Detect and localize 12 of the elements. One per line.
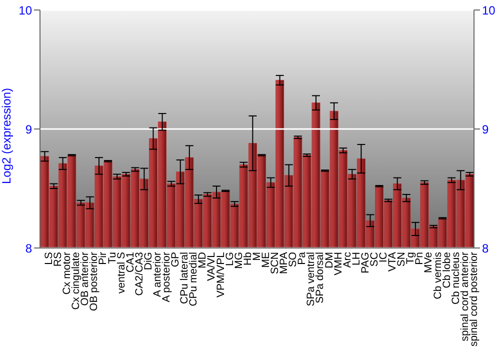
y-axis-title: Log2 (expression) [0,88,14,184]
y2-tick-label: 8 [482,241,489,256]
y2-tick-label: 9 [482,122,489,136]
x-tick-label: A posterior [160,252,173,302]
x-tick-label: MVe [422,252,435,274]
x-tick-label: Tg [404,252,417,264]
y-tick-label: 10 [18,3,32,18]
y-tick-label: 9 [25,122,32,136]
y2-tick-label: 10 [482,3,496,18]
x-tick-label: RS [52,252,64,267]
y-tick-label: 8 [25,241,32,256]
x-tick-label: LS [42,252,55,265]
